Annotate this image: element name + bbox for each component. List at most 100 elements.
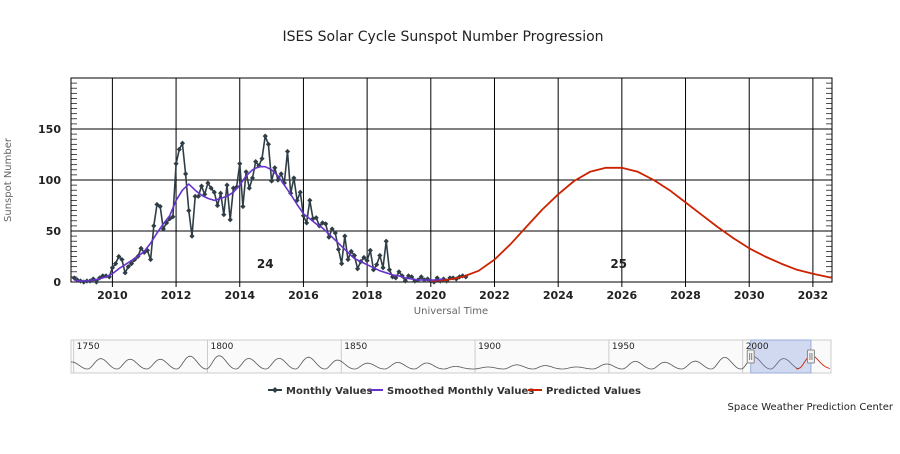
- data-point[interactable]: [148, 256, 154, 263]
- data-point[interactable]: [192, 193, 198, 199]
- data-point[interactable]: [93, 279, 100, 285]
- data-point[interactable]: [154, 201, 160, 208]
- data-point[interactable]: [189, 233, 195, 239]
- data-point[interactable]: [186, 208, 192, 214]
- data-point[interactable]: [342, 233, 348, 239]
- data-point[interactable]: [160, 226, 166, 232]
- data-point[interactable]: [367, 247, 373, 253]
- data-point[interactable]: [284, 148, 291, 155]
- data-point[interactable]: [383, 238, 389, 244]
- data-point[interactable]: [243, 169, 249, 175]
- data-point[interactable]: [335, 246, 342, 252]
- data-point[interactable]: [361, 254, 367, 261]
- data-point[interactable]: [396, 269, 402, 275]
- data-point[interactable]: [259, 155, 265, 162]
- data-point[interactable]: [386, 267, 393, 273]
- data-point[interactable]: [304, 220, 310, 226]
- legend-item-monthly-values[interactable]: Monthly Values: [268, 386, 373, 397]
- data-point[interactable]: [109, 265, 115, 271]
- data-point[interactable]: [294, 197, 300, 203]
- data-point[interactable]: [412, 278, 418, 284]
- data-point[interactable]: [151, 223, 157, 229]
- data-point[interactable]: [409, 274, 415, 280]
- data-point[interactable]: [418, 274, 424, 280]
- legend-item-smoothed-monthly-values[interactable]: Smoothed Monthly Values: [369, 386, 534, 397]
- data-point[interactable]: [370, 267, 377, 273]
- data-point[interactable]: [214, 202, 221, 209]
- data-point[interactable]: [141, 249, 147, 256]
- legend-item-predicted-values[interactable]: Predicted Values: [528, 386, 641, 397]
- data-point[interactable]: [227, 217, 233, 223]
- data-point[interactable]: [71, 275, 77, 281]
- data-point[interactable]: [249, 175, 256, 181]
- data-point[interactable]: [351, 252, 357, 259]
- data-point[interactable]: [272, 165, 278, 171]
- data-point[interactable]: [278, 171, 284, 177]
- data-point[interactable]: [313, 215, 319, 221]
- data-point[interactable]: [240, 203, 246, 210]
- data-point[interactable]: [377, 252, 383, 259]
- data-point[interactable]: [275, 177, 281, 183]
- data-point[interactable]: [332, 230, 338, 236]
- data-point[interactable]: [297, 189, 303, 195]
- data-point[interactable]: [183, 171, 189, 177]
- data-point[interactable]: [233, 184, 240, 190]
- plot-area: 24 25: [70, 77, 833, 285]
- data-point[interactable]: [393, 275, 399, 281]
- y-axis: 0 50 100 150: [38, 123, 61, 289]
- data-point[interactable]: [389, 274, 396, 280]
- series-line: [73, 135, 467, 283]
- data-point[interactable]: [268, 178, 275, 184]
- data-point[interactable]: [262, 133, 268, 139]
- navigator-frame: [70, 339, 832, 374]
- x-tick-label: 2012: [161, 289, 192, 302]
- data-point[interactable]: [354, 266, 361, 272]
- data-point[interactable]: [237, 161, 243, 167]
- x-tick-label: 2018: [352, 289, 383, 302]
- data-point[interactable]: [323, 221, 329, 227]
- data-point[interactable]: [402, 278, 408, 284]
- data-point[interactable]: [218, 190, 224, 196]
- data-point[interactable]: [173, 161, 179, 167]
- data-point[interactable]: [434, 275, 440, 281]
- data-point[interactable]: [326, 234, 332, 240]
- data-point[interactable]: [345, 256, 351, 263]
- data-point[interactable]: [157, 203, 163, 210]
- data-point[interactable]: [380, 265, 386, 271]
- data-point[interactable]: [195, 193, 201, 199]
- data-point[interactable]: [307, 197, 313, 203]
- data-point[interactable]: [374, 262, 380, 268]
- data-point[interactable]: [221, 212, 227, 218]
- data-point[interactable]: [138, 245, 144, 251]
- handle-grip[interactable]: [746, 349, 755, 364]
- range-navigator[interactable]: 1750 1800 1850 1900 1950 2000: [70, 339, 832, 374]
- data-point[interactable]: [208, 185, 214, 191]
- data-point[interactable]: [106, 274, 112, 280]
- data-point[interactable]: [339, 261, 345, 267]
- data-point[interactable]: [444, 278, 450, 284]
- data-point[interactable]: [224, 182, 230, 188]
- data-point[interactable]: [112, 261, 119, 267]
- navigator-left-handle[interactable]: [746, 349, 755, 364]
- data-point[interactable]: [329, 226, 335, 232]
- data-point[interactable]: [364, 257, 370, 264]
- data-point[interactable]: [291, 175, 297, 181]
- data-point[interactable]: [211, 189, 217, 195]
- data-point[interactable]: [179, 140, 186, 146]
- data-point[interactable]: [176, 146, 182, 152]
- data-point[interactable]: [119, 256, 125, 263]
- data-point[interactable]: [122, 270, 128, 276]
- data-point[interactable]: [463, 274, 469, 280]
- data-point[interactable]: [128, 261, 135, 267]
- data-point[interactable]: [125, 264, 131, 270]
- data-point[interactable]: [116, 253, 122, 260]
- handle-grip[interactable]: [806, 349, 815, 364]
- data-point[interactable]: [205, 180, 211, 186]
- navigator-right-handle[interactable]: [806, 349, 815, 364]
- data-point[interactable]: [265, 141, 272, 147]
- data-point[interactable]: [253, 159, 259, 165]
- data-point[interactable]: [170, 214, 176, 220]
- data-point[interactable]: [246, 185, 252, 191]
- data-point[interactable]: [348, 248, 354, 254]
- data-point[interactable]: [198, 183, 205, 189]
